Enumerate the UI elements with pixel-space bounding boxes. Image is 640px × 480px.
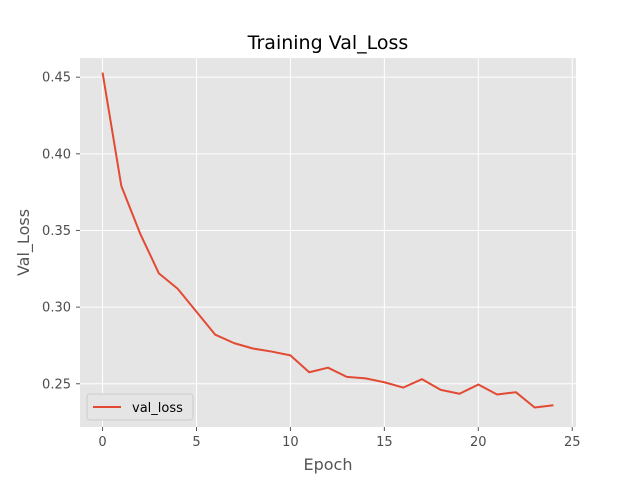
grid-lines <box>80 58 576 427</box>
chart-title: Training Val_Loss <box>247 32 409 54</box>
y-tick-label: 0.45 <box>42 71 71 86</box>
x-axis-label: Epoch <box>304 455 353 474</box>
y-tick-label: 0.40 <box>42 147 71 162</box>
tick-labels: 0 5 10 15 20 25 0.25 0.30 0.35 0.40 0.45 <box>42 71 580 450</box>
legend: val_loss <box>86 393 194 421</box>
x-tick-label: 15 <box>376 435 393 450</box>
y-tick-label: 0.30 <box>42 301 71 316</box>
x-tick-label: 25 <box>564 435 581 450</box>
x-tick-label: 20 <box>470 435 487 450</box>
legend-label-val-loss: val_loss <box>132 401 183 416</box>
plot-area <box>80 58 576 427</box>
x-tick-label: 0 <box>98 435 106 450</box>
y-tick-label: 0.35 <box>42 224 71 239</box>
series-line-val-loss <box>101 72 554 409</box>
x-tick-label: 10 <box>282 435 299 450</box>
legend-box <box>86 393 194 421</box>
y-tick-label: 0.25 <box>42 377 71 392</box>
x-tick-label: 5 <box>192 435 200 450</box>
series-layer <box>101 72 554 409</box>
y-axis-label: Val_Loss <box>14 209 34 276</box>
